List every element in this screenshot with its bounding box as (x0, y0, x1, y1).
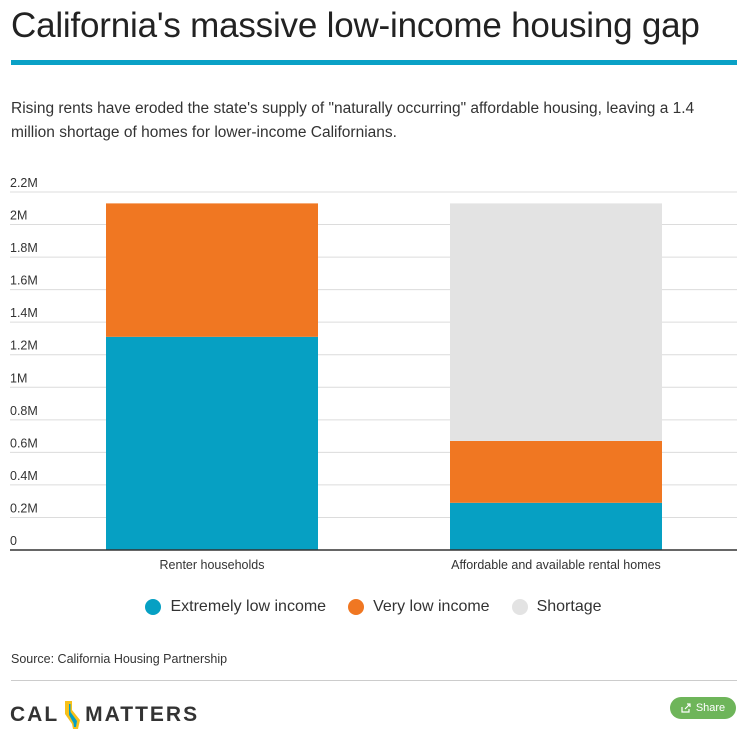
x-category-label: Affordable and available rental homes (451, 558, 661, 572)
california-state-icon (65, 701, 81, 729)
y-tick-label: 0.4M (10, 469, 38, 483)
bar-segment-extremely-low-income (450, 502, 662, 550)
y-tick-label: 1.6M (10, 274, 38, 288)
y-tick-label: 1.4M (10, 306, 38, 320)
legend-swatch (511, 599, 528, 615)
legend-item[interactable]: Extremely low income (145, 598, 326, 616)
share-button[interactable]: Share (670, 697, 736, 719)
bar-segment-extremely-low-income (106, 336, 318, 550)
y-tick-label: 0.6M (10, 436, 38, 450)
y-tick-label: 0.2M (10, 501, 38, 515)
chart-subtitle: Rising rents have eroded the state's sup… (11, 100, 695, 141)
y-tick-label: 0.8M (10, 404, 38, 418)
chart-legend: Extremely low income Very low income Short… (0, 598, 747, 616)
chart-title: California's massive low-income housing … (11, 6, 700, 45)
calmatters-logo[interactable]: CAL MATTERS (10, 700, 199, 730)
logo-text-cal: CAL (10, 703, 60, 726)
legend-item[interactable]: Shortage (511, 598, 602, 616)
legend-label: Extremely low income (170, 598, 327, 615)
legend-item[interactable]: Very low income (348, 598, 490, 616)
x-category-label: Renter households (160, 558, 265, 572)
bar-segment-very-low-income (450, 440, 662, 503)
bar-segment-very-low-income (106, 203, 318, 337)
share-icon (681, 703, 691, 713)
y-tick-label: 0 (10, 534, 17, 548)
y-tick-label: 1.2M (10, 339, 38, 353)
y-tick-label: 1M (10, 371, 27, 385)
y-tick-label: 1.8M (10, 241, 38, 255)
legend-label: Shortage (536, 598, 602, 615)
source-note: Source: California Housing Partnership (11, 652, 228, 666)
legend-label: Very low income (373, 598, 490, 615)
logo-text-matters: MATTERS (85, 703, 200, 726)
y-tick-label: 2.2M (10, 176, 38, 190)
bar-segment-shortage (450, 203, 662, 441)
footer-divider (11, 680, 737, 681)
share-label: Share (695, 702, 726, 714)
title-accent-rule (11, 60, 737, 65)
stacked-bar-chart: 0 0.2M 0.4M 0.6M 0.8M 1M 1.2M 1.4M 1.6M 1.8M 2M 2.2… (10, 176, 737, 572)
legend-swatch (348, 599, 365, 615)
legend-swatch (145, 599, 162, 615)
y-tick-label: 2M (10, 209, 27, 223)
